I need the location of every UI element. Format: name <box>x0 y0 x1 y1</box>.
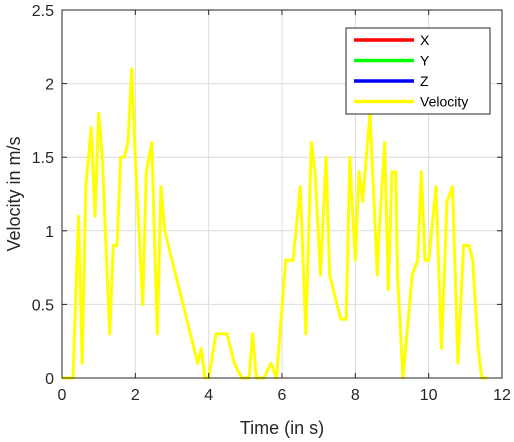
x-tick-label: 4 <box>204 387 213 404</box>
x-tick-label: 8 <box>351 387 360 404</box>
legend-label-z: Z <box>420 73 429 89</box>
tick-marks <box>61 9 503 379</box>
y-tick-label: 0.5 <box>32 297 54 314</box>
x-tick-label: 6 <box>278 387 287 404</box>
x-tick-label: 2 <box>131 387 140 404</box>
legend-label-velocity: Velocity <box>420 94 468 110</box>
y-tick-label: 2.5 <box>32 3 54 20</box>
y-tick-label: 1 <box>45 224 54 241</box>
y-axis-label: Velocity in m/s <box>4 136 24 251</box>
y-tick-label: 1.5 <box>32 150 54 167</box>
x-axis-label: Time (in s) <box>240 418 324 438</box>
legend-label-y: Y <box>420 53 430 69</box>
tick-labels: 0 2 4 6 8 10 12 0 0.5 1 1.5 2 2.5 <box>32 3 511 404</box>
y-tick-label: 2 <box>45 77 54 94</box>
y-tick-label: 0 <box>45 371 54 388</box>
legend: XYZ Velocity <box>345 27 491 115</box>
x-tick-label: 0 <box>58 387 67 404</box>
legend-label-x: X <box>420 32 430 48</box>
x-tick-label: 10 <box>420 387 438 404</box>
legend-box <box>345 27 491 115</box>
x-tick-label: 12 <box>493 387 511 404</box>
